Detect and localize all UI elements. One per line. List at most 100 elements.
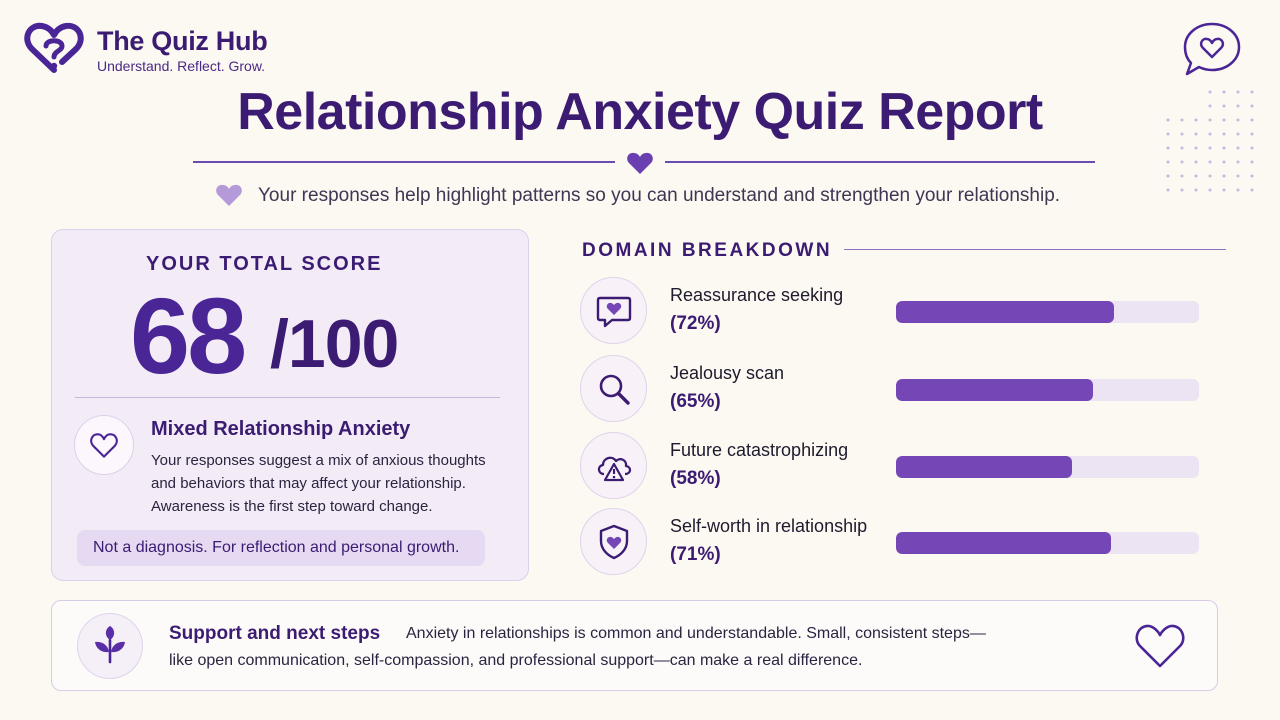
decorative-dot [1250, 160, 1254, 164]
decorative-dot [1236, 132, 1240, 136]
divider [75, 397, 500, 398]
result-title: Mixed Relationship Anxiety [151, 418, 411, 440]
domain-row-jealousy: Jealousy scan (65%) [580, 355, 1220, 425]
decorative-dot [1250, 90, 1254, 94]
domain-row-selfworth: Self-worth in relationship (71%) [580, 508, 1220, 578]
domain-row-reassurance: Reassurance seeking (72%) [580, 277, 1220, 347]
decorative-dot [1194, 174, 1198, 178]
decorative-dot [1236, 188, 1240, 192]
decorative-dot [1250, 174, 1254, 178]
decorative-dot [1194, 132, 1198, 136]
decorative-dot [1208, 146, 1212, 150]
decorative-dot [1180, 174, 1184, 178]
storm-cloud-icon [580, 432, 647, 499]
score-card [51, 229, 529, 581]
decorative-dot-grid [1166, 90, 1254, 192]
domain-progress-fill [896, 379, 1093, 401]
chat-heart-icon[interactable] [1180, 20, 1244, 78]
domain-progress-fill [896, 532, 1112, 554]
decorative-dot [1208, 160, 1212, 164]
domain-name: Future catastrophizing [670, 440, 849, 460]
domain-percent: (71%) [670, 544, 721, 565]
chat-heart-icon [580, 277, 647, 344]
title-divider-left [193, 161, 615, 163]
domain-name: Reassurance seeking [670, 285, 844, 305]
domain-progress-fill [896, 301, 1115, 323]
divider [844, 249, 1226, 250]
result-description: Your responses suggest a mix of anxious … [151, 452, 486, 515]
domain-progress-track [896, 379, 1199, 401]
decorative-dot [1250, 132, 1254, 136]
brand-tagline: Understand. Reflect. Grow. [97, 58, 266, 74]
domain-percent: (65%) [670, 391, 721, 412]
support-text-line-1: Anxiety in relationships is common and u… [406, 625, 986, 642]
decorative-dot [1166, 146, 1170, 150]
decorative-dot [1208, 104, 1212, 108]
magnifier-icon [580, 355, 647, 422]
brand-name[interactable]: The Quiz Hub [97, 26, 268, 56]
decorative-dot [1222, 104, 1226, 108]
decorative-dot [1166, 118, 1170, 122]
decorative-dot [1208, 118, 1212, 122]
support-text-line-2: like open communication, self-compassion… [169, 652, 863, 669]
decorative-dot [1236, 118, 1240, 122]
heart-icon [216, 184, 242, 206]
plant-sprout-icon [77, 613, 143, 679]
decorative-dot [1236, 160, 1240, 164]
heart-icon [627, 152, 653, 174]
decorative-dot [1236, 90, 1240, 94]
decorative-dot [1166, 174, 1170, 178]
domain-name: Jealousy scan [670, 363, 785, 383]
domain-row-future: Future catastrophizing (58%) [580, 432, 1220, 502]
domain-progress-fill [896, 456, 1072, 478]
domain-progress-track [896, 532, 1199, 554]
result-icon-badge [74, 415, 134, 475]
decorative-dot [1222, 132, 1226, 136]
decorative-dot [1250, 104, 1254, 108]
domain-progress-track [896, 301, 1199, 323]
decorative-dot [1194, 118, 1198, 122]
decorative-dot [1208, 188, 1212, 192]
decorative-dot [1180, 188, 1184, 192]
decorative-dot [1180, 118, 1184, 122]
decorative-dot [1208, 174, 1212, 178]
decorative-dot [1208, 90, 1212, 94]
page-subtitle: Your responses help highlight patterns s… [258, 185, 1061, 206]
page-title: Relationship Anxiety Quiz Report [237, 83, 1043, 141]
domain-percent: (58%) [670, 468, 721, 489]
domain-percent: (72%) [670, 313, 721, 334]
score-label: YOUR TOTAL SCORE [146, 253, 383, 275]
decorative-dot [1194, 188, 1198, 192]
decorative-dot [1166, 132, 1170, 136]
domain-breakdown-heading: DOMAIN BREAKDOWN [582, 240, 833, 261]
decorative-dot [1194, 146, 1198, 150]
disclaimer-badge: Not a diagnosis. For reflection and pers… [77, 530, 485, 566]
decorative-dot [1180, 146, 1184, 150]
decorative-dot [1236, 104, 1240, 108]
heart-outline-icon [90, 433, 118, 458]
score-value: 68 [130, 275, 247, 396]
decorative-dot [1180, 160, 1184, 164]
support-card [51, 600, 1218, 691]
decorative-dot [1236, 174, 1240, 178]
decorative-dot [1180, 132, 1184, 136]
support-heading: Support and next steps [169, 623, 381, 644]
title-divider-right [665, 161, 1095, 163]
decorative-dot [1222, 160, 1226, 164]
decorative-dot [1222, 188, 1226, 192]
score-max: /100 [270, 306, 399, 382]
decorative-dot [1166, 188, 1170, 192]
decorative-dot [1250, 146, 1254, 150]
decorative-dot [1222, 174, 1226, 178]
decorative-dot [1222, 146, 1226, 150]
decorative-dot [1222, 90, 1226, 94]
decorative-dot [1208, 132, 1212, 136]
decorative-dot [1194, 160, 1198, 164]
brand-heart-logo-icon [24, 22, 84, 73]
decorative-dot [1222, 118, 1226, 122]
domain-name: Self-worth in relationship [670, 516, 868, 536]
heart-outline-icon [1135, 624, 1185, 668]
domain-progress-track [896, 456, 1199, 478]
shield-heart-icon [580, 508, 647, 575]
decorative-dot [1166, 160, 1170, 164]
